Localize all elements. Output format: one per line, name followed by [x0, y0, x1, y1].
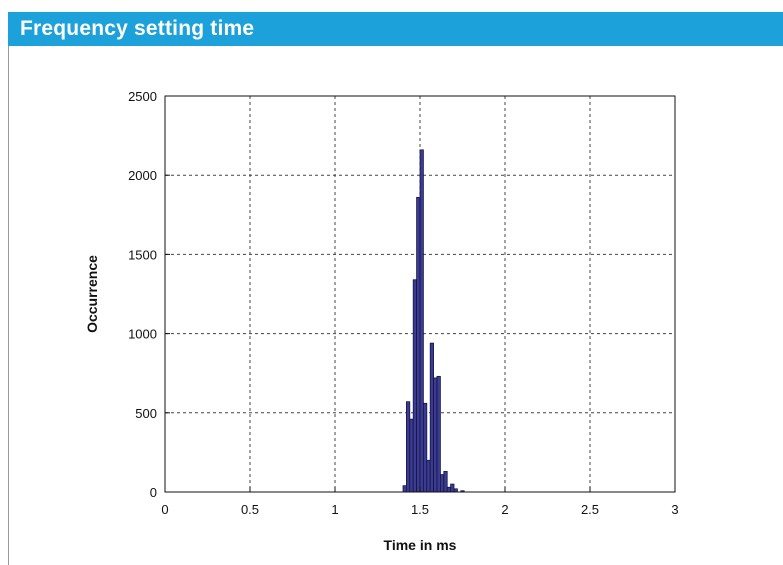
page-title: Frequency setting time — [20, 17, 255, 40]
y-tick-label: 1000 — [128, 327, 157, 342]
histogram-bar — [446, 486, 452, 493]
x-tick-label: 0 — [161, 502, 168, 517]
x-tick-label: 0.5 — [241, 502, 259, 517]
histogram-bar — [402, 485, 407, 493]
histogram-bar — [450, 483, 455, 493]
y-tick-labels: 0 500 1000 1500 2000 2500 — [128, 89, 157, 500]
x-tick-label: 1 — [331, 502, 338, 517]
x-tick-labels: 0 0.5 1 1.5 2 2.5 3 — [161, 502, 678, 517]
x-tick-label: 2 — [501, 502, 508, 517]
y-tick-label: 500 — [135, 406, 157, 421]
y-axis-label: Occurrence — [84, 255, 100, 333]
histogram-bar — [422, 402, 428, 493]
histogram-bar — [429, 342, 435, 493]
x-tick-label: 2.5 — [581, 502, 599, 517]
histogram-bar — [419, 149, 424, 493]
header-bar: Frequency setting time — [8, 12, 783, 46]
y-tick-label: 2500 — [128, 89, 157, 104]
histogram-bar — [416, 196, 421, 493]
plot-frame — [164, 95, 676, 493]
histogram-bar — [405, 401, 411, 493]
y-tick-label: 1500 — [128, 247, 157, 262]
y-tick-label: 0 — [150, 485, 157, 500]
histogram-bar — [433, 377, 438, 493]
histogram-bars — [402, 149, 465, 493]
histogram-bar — [426, 459, 431, 493]
x-tick-label: 3 — [671, 502, 678, 517]
histogram-bar — [439, 474, 445, 493]
histogram-bar — [412, 279, 418, 493]
y-tick-label: 2000 — [128, 168, 157, 183]
histogram-bar — [436, 375, 441, 493]
histogram-bar — [443, 471, 448, 493]
left-divider — [8, 46, 9, 565]
x-axis-label: Time in ms — [384, 537, 457, 553]
histogram-bar — [409, 418, 414, 493]
x-tick-label: 1.5 — [411, 502, 429, 517]
